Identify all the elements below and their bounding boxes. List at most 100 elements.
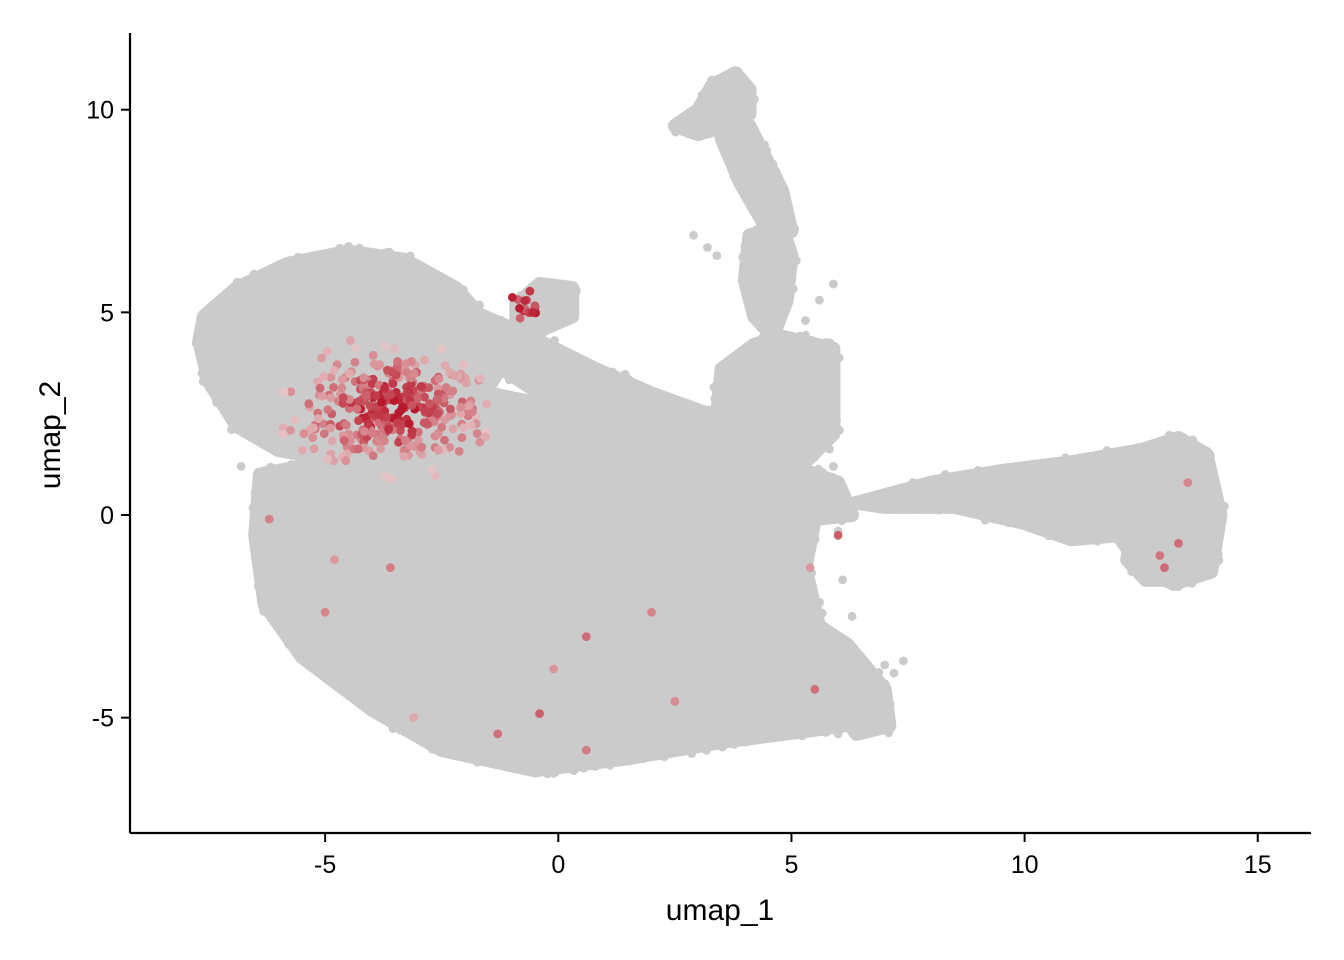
expressing-cell	[422, 419, 432, 429]
expressing-cell	[437, 422, 447, 432]
expressing-cell	[402, 389, 411, 399]
cell-point	[558, 311, 568, 321]
cell-point	[785, 208, 794, 218]
expressing-cell	[354, 416, 363, 425]
cell-point	[891, 497, 900, 507]
cell-point	[283, 625, 292, 634]
cell-point	[801, 557, 811, 566]
cell-point	[884, 728, 893, 738]
cell-point	[801, 316, 810, 325]
expressing-cell	[810, 684, 820, 694]
cell-point	[1084, 529, 1094, 539]
cell-point	[817, 608, 827, 618]
cell-point	[689, 230, 698, 240]
expressing-cell	[456, 409, 466, 419]
cell-point	[780, 302, 790, 311]
cell-point	[835, 425, 844, 435]
cell-point	[442, 741, 452, 751]
cell-point	[779, 238, 789, 248]
cell-point	[1127, 567, 1136, 576]
cell-point	[673, 433, 683, 442]
cell-point	[484, 751, 494, 760]
expressing-cell	[299, 429, 309, 439]
expressing-cell	[377, 397, 386, 407]
cell-point	[506, 363, 516, 373]
expressing-cell	[528, 308, 538, 317]
expressing-cell	[374, 410, 383, 419]
cell-point	[1199, 457, 1208, 467]
cell-point	[815, 295, 824, 305]
cell-point	[828, 405, 838, 415]
cell-point	[799, 725, 809, 734]
cell-point	[803, 661, 813, 670]
expressing-cell	[401, 435, 410, 445]
cell-point	[341, 686, 350, 696]
cell-point	[743, 133, 753, 143]
expressing-cell	[388, 379, 398, 389]
cell-point	[249, 532, 259, 542]
cell-point	[509, 328, 519, 337]
expressing-cell	[1183, 478, 1193, 487]
expressing-cell	[368, 451, 378, 460]
cell-point	[671, 127, 680, 137]
cell-point	[306, 656, 316, 666]
cell-point	[726, 146, 736, 156]
cell-point	[473, 351, 483, 361]
expressing-cell	[456, 402, 465, 412]
cell-point	[874, 668, 884, 677]
cell-point	[605, 413, 614, 423]
cell-point	[741, 285, 750, 295]
cell-point	[198, 377, 208, 386]
cell-point	[419, 726, 429, 736]
cell-point	[762, 230, 771, 239]
cell-point	[744, 259, 754, 269]
expressing-cell	[337, 375, 347, 384]
cell-point	[1146, 569, 1155, 579]
expressing-cell	[409, 713, 419, 722]
cell-point	[791, 256, 801, 265]
expressing-cell	[298, 445, 307, 455]
expressing-cell	[381, 471, 391, 481]
expressing-cell	[285, 425, 295, 435]
cell-point	[803, 647, 813, 656]
cell-point	[563, 348, 572, 358]
cell-point	[883, 487, 892, 496]
expressing-cell	[407, 426, 417, 436]
cell-point	[824, 437, 834, 447]
expressing-cell	[424, 399, 434, 408]
cell-point	[775, 200, 785, 210]
cell-point	[1119, 454, 1129, 464]
cell-point	[592, 370, 602, 380]
cell-point	[788, 284, 798, 294]
cell-point	[608, 367, 617, 377]
expressing-cell	[279, 387, 289, 397]
expressing-cell	[350, 357, 360, 367]
cell-point	[713, 126, 723, 136]
cell-point	[940, 470, 950, 479]
cell-point	[772, 183, 782, 193]
cell-point	[556, 280, 566, 290]
cell-point	[1029, 459, 1039, 469]
expressing-cell	[345, 336, 355, 345]
cell-point	[689, 108, 699, 118]
cell-point	[388, 724, 398, 734]
cell-point	[702, 437, 712, 447]
cell-point	[656, 390, 666, 400]
cell-point	[428, 744, 437, 754]
cell-point	[1044, 531, 1054, 541]
cell-point	[675, 413, 684, 423]
cell-point	[606, 753, 616, 762]
cell-point	[284, 639, 294, 649]
cell-point	[842, 508, 852, 518]
cell-point	[256, 482, 266, 492]
cell-point	[744, 81, 754, 90]
cell-point	[882, 494, 892, 504]
cell-point	[703, 243, 712, 252]
cell-point	[1165, 511, 1175, 521]
cell-point	[226, 413, 235, 423]
cell-point	[829, 279, 838, 289]
expressing-cell	[323, 454, 332, 464]
cell-point	[769, 332, 778, 341]
x-tick-label: 10	[1011, 851, 1039, 879]
cell-point	[255, 574, 265, 584]
